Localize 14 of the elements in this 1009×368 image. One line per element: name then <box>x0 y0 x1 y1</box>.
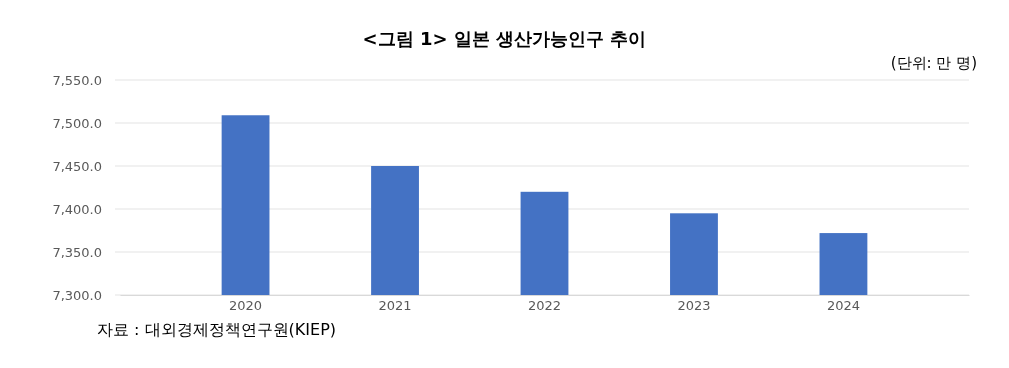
x-tick-label: 2023 <box>677 297 711 313</box>
y-tick-label: 7,350.0 <box>52 244 102 260</box>
chart-title: <그림 1> 일본 생산가능인구 추이 <box>362 28 647 49</box>
x-tick-label: 2022 <box>527 297 562 313</box>
x-tick-label: 2024 <box>826 297 860 313</box>
y-tick-label: 7,400.0 <box>52 201 102 217</box>
text: (단위: 만 명) <box>890 54 977 72</box>
x-tick-label: 2021 <box>378 297 412 313</box>
text: 자료 : 대외경제정책연구원(KIEP) <box>97 320 337 339</box>
y-tick-label: 7,300.0 <box>52 287 102 303</box>
y-tick-label: 7,450.0 <box>52 158 102 174</box>
y-tick-label: 7,500.0 <box>52 115 102 131</box>
y-tick-label: 7,550.0 <box>52 72 102 88</box>
x-tick-label: 2020 <box>229 297 263 313</box>
